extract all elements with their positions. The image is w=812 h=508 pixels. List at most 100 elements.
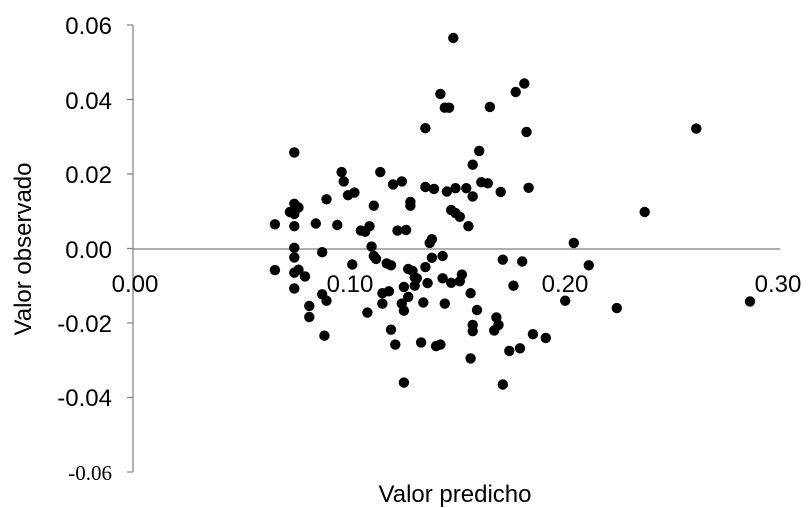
scatter-point (289, 221, 300, 232)
scatter-point (527, 329, 539, 340)
y-tick-label: -0.04 (57, 385, 112, 412)
y-tick-label: 0.06 (65, 13, 112, 40)
scatter-point (482, 178, 493, 189)
scatter-point (435, 339, 446, 350)
scatter-point (497, 379, 508, 390)
scatter-point (347, 259, 358, 270)
scatter-point (398, 305, 410, 316)
scatter-point (514, 343, 526, 354)
scatter-point (390, 339, 401, 350)
scatter-point (411, 273, 422, 284)
scatter-point (289, 283, 300, 294)
scatter-point (293, 264, 304, 275)
scatter-point (441, 186, 453, 197)
scatter-point (420, 181, 431, 193)
scatter-point (396, 176, 407, 187)
scatter-point (319, 330, 330, 341)
scatter-point (385, 260, 397, 271)
scatter-point (450, 183, 461, 194)
scatter-point (465, 353, 476, 364)
x-tick-labels: 0.00 0.10 0.20 0.30 (112, 271, 802, 298)
scatter-point (377, 298, 388, 309)
scatter-point (289, 242, 300, 253)
scatter-point (497, 254, 508, 265)
scatter-point (439, 298, 450, 309)
scatter-points (269, 32, 756, 390)
scatter-point (321, 194, 332, 205)
x-tick-label: 0.00 (112, 271, 159, 298)
scatter-point (366, 241, 377, 252)
scatter-point (398, 377, 410, 388)
y-tick-label: 0.00 (65, 237, 112, 264)
scatter-point (405, 200, 416, 211)
scatter-point (744, 296, 756, 307)
scatter-point (454, 211, 465, 222)
y-tick-label: -0.06 (68, 461, 112, 485)
scatter-point (471, 304, 483, 316)
scatter-point (349, 187, 360, 198)
scatter-point (691, 123, 702, 134)
scatter-point (461, 183, 472, 194)
scatter-point (443, 102, 455, 113)
scatter-point (463, 221, 474, 232)
scatter-point (611, 302, 622, 314)
y-tick-marks (127, 24, 133, 473)
scatter-point (467, 159, 478, 170)
scatter-point (467, 191, 478, 202)
scatter-point (269, 219, 281, 230)
scatter-point (437, 250, 448, 262)
scatter-point (418, 297, 429, 308)
scatter-point (465, 288, 476, 299)
scatter-point (400, 224, 412, 236)
scatter-point (422, 277, 433, 289)
x-tick-label: 0.30 (755, 271, 802, 298)
scatter-point (420, 261, 431, 273)
scatter-point (338, 176, 349, 187)
scatter-point (583, 260, 594, 271)
scatter-point (289, 147, 300, 158)
scatter-point (639, 206, 650, 218)
scatter-point (467, 326, 478, 337)
scatter-point (387, 179, 399, 190)
scatter-point (415, 337, 427, 348)
scatter-point (504, 345, 515, 357)
scatter-point (420, 123, 431, 134)
scatter-point (508, 280, 519, 291)
scatter-point (304, 311, 315, 323)
scatter-point (519, 78, 530, 89)
scatter-point (392, 225, 403, 236)
scatter-point (517, 256, 528, 267)
scatter-point (484, 101, 496, 113)
x-tick-label: 0.20 (542, 271, 589, 298)
scatter-point (321, 295, 332, 306)
scatter-point (560, 295, 571, 306)
x-tick-label: 0.10 (327, 271, 374, 298)
scatter-point (385, 324, 397, 335)
scatter-point (375, 166, 386, 178)
scatter-point (362, 307, 373, 318)
scatter-point (521, 126, 532, 138)
scatter-point (446, 277, 457, 288)
scatter-point (299, 271, 311, 282)
scatter-point (448, 32, 459, 44)
scatter-point (568, 237, 579, 249)
scatter-point (398, 281, 410, 293)
scatter-point (493, 319, 504, 331)
scatter-point (383, 286, 395, 297)
scatter-point (368, 200, 379, 211)
scatter-point (523, 182, 534, 193)
scatter-point (310, 218, 321, 229)
y-tick-label: 0.04 (65, 88, 112, 115)
scatter-point (269, 264, 281, 276)
scatter-point (332, 219, 343, 231)
scatter-point (435, 88, 446, 100)
x-axis-title: Valor predicho (379, 481, 532, 508)
scatter-point (317, 247, 328, 258)
scatter-point (540, 332, 551, 344)
scatter-point (456, 269, 468, 280)
scatter-point (370, 253, 382, 265)
scatter-point (426, 252, 438, 263)
scatter-point (289, 252, 300, 263)
scatter-point (510, 86, 521, 98)
